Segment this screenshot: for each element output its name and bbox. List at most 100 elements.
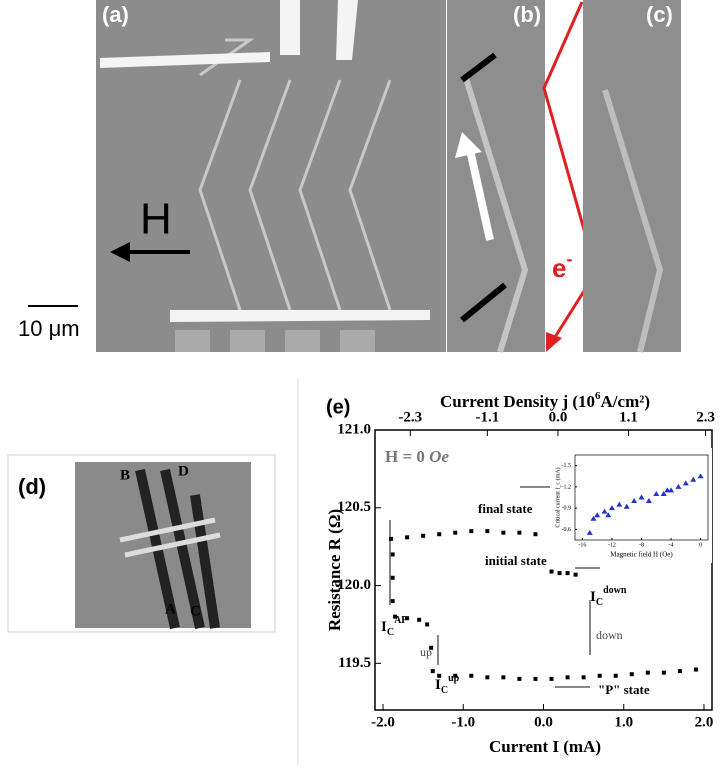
data-point xyxy=(697,473,704,479)
annotation-part: up xyxy=(448,673,460,684)
data-point xyxy=(517,676,522,681)
y-axis-label: Resistance R (Ω) xyxy=(325,509,344,631)
data-point xyxy=(638,494,645,500)
annotation-part: Oe xyxy=(429,447,449,466)
inset-plot-frame xyxy=(574,454,709,541)
annotation: initial state xyxy=(485,553,547,568)
data-point xyxy=(533,532,538,537)
annotation-part: I xyxy=(381,619,387,635)
x-tick-label: -12 xyxy=(608,542,616,548)
y-tick-label: -1.5 xyxy=(562,463,572,469)
data-point xyxy=(390,575,395,580)
field-label: H xyxy=(140,195,172,244)
annotation: ICdown xyxy=(590,585,627,608)
data-point xyxy=(405,616,410,621)
annotation: down xyxy=(596,628,623,642)
annotation-part: I xyxy=(435,677,441,693)
panel-label: (a) xyxy=(102,2,129,27)
data-point xyxy=(437,532,442,537)
panel-label: (d) xyxy=(18,474,46,499)
annotation-part: AP xyxy=(394,615,407,626)
electron: e xyxy=(552,253,566,283)
data-point xyxy=(517,530,522,535)
x-tick-label: -1.0 xyxy=(451,714,475,730)
x-tick-label: -16 xyxy=(578,542,586,548)
x-tick-label: -8 xyxy=(639,542,644,548)
data-point xyxy=(675,483,682,489)
pads xyxy=(175,330,375,352)
data-point xyxy=(690,476,697,482)
annotation: H = 0 Oe xyxy=(385,447,449,466)
data-point xyxy=(405,535,410,540)
x-tick-label: 0.0 xyxy=(534,714,553,730)
data-point xyxy=(653,490,660,496)
data-point xyxy=(425,622,430,627)
data-point xyxy=(437,673,442,678)
x-tick-label: 2.0 xyxy=(695,714,714,730)
data-point xyxy=(469,529,474,534)
arrow xyxy=(460,52,497,83)
contacts xyxy=(100,0,430,322)
data-point xyxy=(430,669,435,674)
data-point xyxy=(682,480,689,486)
data-point xyxy=(485,675,490,680)
scale-label: 10 μm xyxy=(18,316,80,341)
data-point xyxy=(616,501,623,507)
data-point xyxy=(533,676,538,681)
arrow xyxy=(466,149,494,241)
panel-label: (b) xyxy=(513,2,541,27)
wall xyxy=(602,89,664,353)
electron-sign: - xyxy=(566,249,572,269)
contact-label: D xyxy=(178,463,189,479)
data-point xyxy=(601,508,608,514)
y-tick-label: 119.5 xyxy=(338,655,371,671)
data-point xyxy=(501,675,506,680)
data-point xyxy=(594,512,601,518)
x2-label-sup: 6 xyxy=(595,390,601,402)
data-point xyxy=(565,571,570,576)
x-tick-label: -4 xyxy=(669,542,674,548)
data-point xyxy=(660,490,667,496)
annotation-arrows xyxy=(389,486,600,688)
contact-label: B xyxy=(120,467,130,483)
x-tick-label: 0 xyxy=(699,542,702,548)
data-point xyxy=(565,675,570,680)
data-point xyxy=(390,599,395,604)
y-tick-label: -1.2 xyxy=(562,484,572,490)
arrow-head xyxy=(455,132,482,158)
y-tick-label: 120.0 xyxy=(337,577,371,593)
data-point xyxy=(549,676,554,681)
y-tick-label: -0.9 xyxy=(562,506,572,512)
inset-frame xyxy=(555,448,712,563)
electron-label: e- xyxy=(552,249,572,283)
annotation: up xyxy=(420,645,432,659)
data-point xyxy=(389,536,394,541)
y-tick-label: 120.5 xyxy=(337,499,371,515)
data-point xyxy=(631,498,638,504)
data-point xyxy=(608,505,615,511)
x-tick-label: -2.0 xyxy=(371,714,395,730)
data-point xyxy=(390,552,395,557)
data-point xyxy=(613,673,618,678)
annotation-part: I xyxy=(590,589,596,605)
contact-label: A xyxy=(165,601,176,617)
data-point xyxy=(677,669,682,674)
y-tick-label: -0.6 xyxy=(562,527,572,533)
data-point xyxy=(623,503,630,509)
inset-y-label: Critical current I_c (mA) xyxy=(554,467,561,527)
annotation-part: down xyxy=(603,585,627,596)
data-point xyxy=(485,529,490,534)
x2-tick-label: 2.3 xyxy=(696,409,715,425)
annotation-part: C xyxy=(596,597,603,608)
data-point xyxy=(549,569,554,574)
arrow-head xyxy=(546,332,562,352)
x2-axis-label: Current Density j (106A/cm²) xyxy=(440,390,650,411)
annotation-part: H = 0 xyxy=(385,447,429,466)
data-point xyxy=(581,675,586,680)
wall xyxy=(462,74,529,353)
data-point xyxy=(421,533,426,538)
annotation: ICAP xyxy=(381,615,407,638)
inset-x-label: Magnetic field H (Oe) xyxy=(610,551,673,559)
